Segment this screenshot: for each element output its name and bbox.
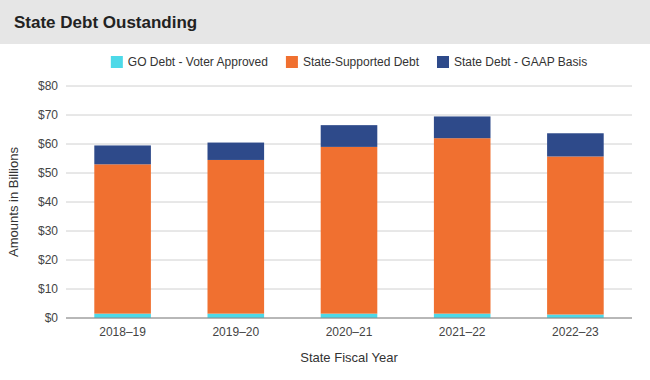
- title-banner: [0, 0, 650, 44]
- y-tick-label: $80: [38, 79, 58, 93]
- legend-item: State Debt - GAAP Basis: [437, 55, 587, 69]
- bar: [208, 314, 265, 318]
- y-tick-label: $60: [38, 137, 58, 151]
- series: [94, 138, 603, 314]
- legend-swatch: [111, 56, 123, 68]
- x-tick-label: 2022–23: [552, 325, 599, 339]
- title: State Debt Oustanding: [14, 13, 197, 32]
- x-tick-label: 2020–21: [326, 325, 373, 339]
- bar: [434, 138, 491, 313]
- grid-line: [66, 86, 632, 87]
- bar: [208, 160, 265, 314]
- bar: [321, 314, 378, 318]
- bar: [547, 315, 604, 318]
- x-tick-label: 2019–20: [212, 325, 259, 339]
- legend-swatch: [437, 56, 449, 68]
- bar: [547, 133, 604, 156]
- legend-swatch: [286, 56, 298, 68]
- grid-line: [66, 115, 632, 116]
- series: [94, 116, 603, 164]
- bar: [547, 156, 604, 314]
- bar: [208, 143, 265, 160]
- legend: GO Debt - Voter Approved State-Supported …: [111, 55, 587, 69]
- x-tick-label: 2018–19: [99, 325, 146, 339]
- y-tick-label: $40: [38, 195, 58, 209]
- legend-label: GO Debt - Voter Approved: [128, 55, 268, 69]
- y-axis-label: Amounts in Billions: [6, 147, 21, 257]
- chart: State Debt Oustanding $0 $10 $20 $30 $40 $50 $6…: [0, 0, 650, 380]
- bar: [434, 116, 491, 138]
- y-tick-label: $20: [38, 253, 58, 267]
- x-axis-line: [66, 318, 632, 319]
- y-tick-label: $30: [38, 224, 58, 238]
- y-grid: [66, 86, 632, 318]
- page: {"chart_data": {"type": "bar", "stacked"…: [0, 0, 650, 380]
- legend-item: State-Supported Debt: [286, 55, 420, 69]
- y-tick-label: $0: [45, 311, 59, 325]
- grid-line: [66, 318, 632, 319]
- legend-item: GO Debt - Voter Approved: [111, 55, 268, 69]
- bar: [321, 125, 378, 147]
- series: [94, 314, 603, 318]
- legend-label: State Debt - GAAP Basis: [454, 55, 587, 69]
- bar: [94, 145, 151, 164]
- legend-label: State-Supported Debt: [303, 55, 420, 69]
- x-axis-label: State Fiscal Year: [300, 350, 398, 365]
- y-tick-label: $70: [38, 108, 58, 122]
- y-tick-label: $50: [38, 166, 58, 180]
- y-tick-label: $10: [38, 282, 58, 296]
- bars: [94, 116, 603, 318]
- bar: [94, 164, 151, 313]
- bar: [321, 147, 378, 314]
- bar: [94, 314, 151, 318]
- x-tick-label: 2021–22: [439, 325, 486, 339]
- bar: [434, 314, 491, 318]
